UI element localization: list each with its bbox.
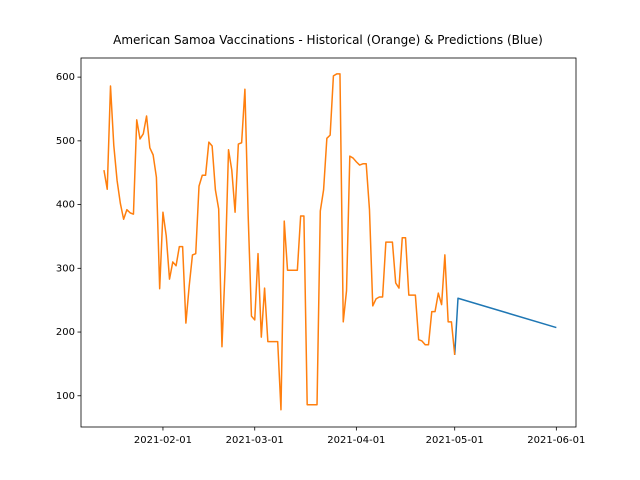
chart-title: American Samoa Vaccinations - Historical… [113, 33, 543, 47]
y-tick-label: 400 [56, 200, 75, 211]
y-tick-label: 100 [56, 391, 75, 402]
y-tick-label: 300 [56, 263, 75, 274]
line-series [103, 73, 456, 411]
x-tick-label: 2021-06-01 [527, 435, 585, 446]
y-tick-label: 500 [56, 136, 75, 147]
x-tick-label: 2021-03-01 [226, 435, 284, 446]
x-tick-label: 2021-02-01 [134, 435, 192, 446]
plot-frame [80, 57, 577, 428]
y-tick-label: 600 [56, 72, 75, 83]
line-series [453, 297, 557, 356]
x-tick-label: 2021-04-01 [327, 435, 385, 446]
y-tick-label: 200 [56, 327, 75, 338]
x-tick-label: 2021-05-01 [426, 435, 484, 446]
